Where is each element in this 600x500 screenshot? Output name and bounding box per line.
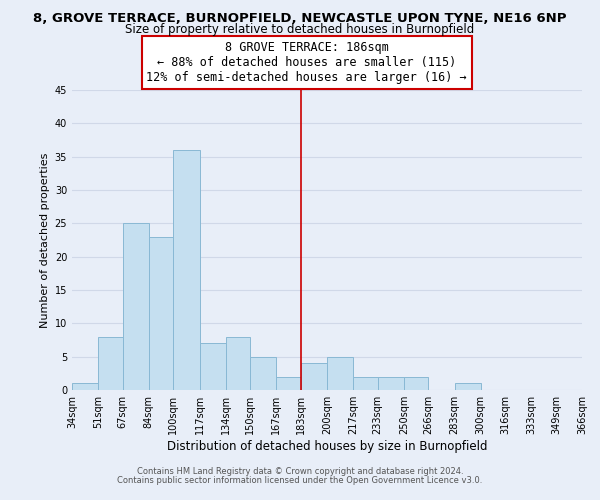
Text: 8, GROVE TERRACE, BURNOPFIELD, NEWCASTLE UPON TYNE, NE16 6NP: 8, GROVE TERRACE, BURNOPFIELD, NEWCASTLE… [33, 12, 567, 26]
Bar [455, 384, 481, 390]
X-axis label: Distribution of detached houses by size in Burnopfield: Distribution of detached houses by size … [167, 440, 487, 453]
Bar [226, 336, 250, 390]
Bar [149, 236, 173, 390]
Bar [250, 356, 277, 390]
Bar [173, 150, 199, 390]
Text: Contains HM Land Registry data © Crown copyright and database right 2024.: Contains HM Land Registry data © Crown c… [137, 467, 463, 476]
Y-axis label: Number of detached properties: Number of detached properties [40, 152, 50, 328]
Bar [353, 376, 377, 390]
Bar [404, 376, 428, 390]
Bar [72, 384, 98, 390]
Text: 8 GROVE TERRACE: 186sqm
← 88% of detached houses are smaller (115)
12% of semi-d: 8 GROVE TERRACE: 186sqm ← 88% of detache… [146, 41, 467, 84]
Bar [377, 376, 404, 390]
Bar [199, 344, 226, 390]
Bar [98, 336, 122, 390]
Bar [301, 364, 327, 390]
Bar [277, 376, 301, 390]
Text: Size of property relative to detached houses in Burnopfield: Size of property relative to detached ho… [125, 22, 475, 36]
Text: Contains public sector information licensed under the Open Government Licence v3: Contains public sector information licen… [118, 476, 482, 485]
Bar [122, 224, 149, 390]
Bar [327, 356, 353, 390]
